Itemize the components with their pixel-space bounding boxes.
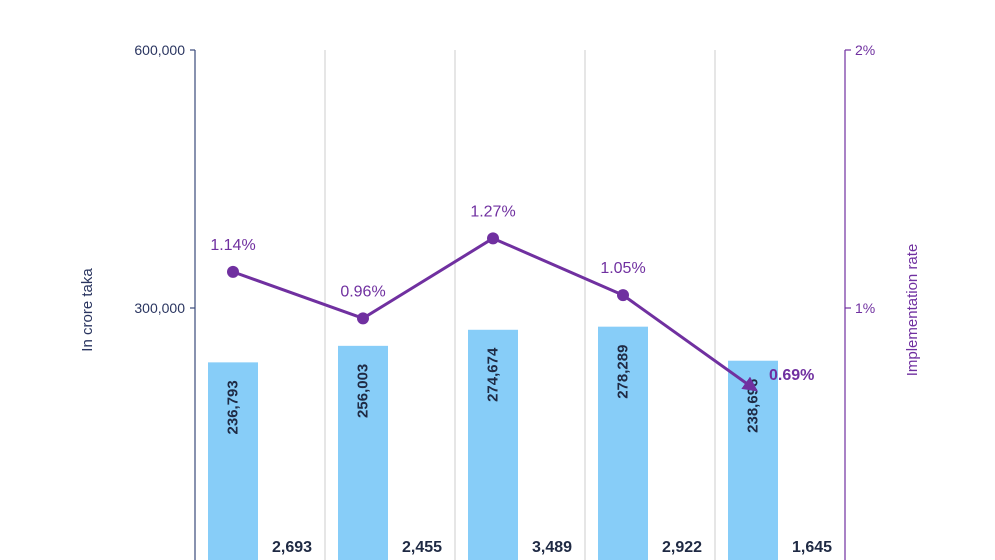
rate-point-label: 0.69%: [769, 367, 814, 384]
rate-line-segment: [232, 270, 364, 320]
expenditure-bar-label: 1,645: [792, 539, 832, 556]
left-tick-label: 600,000: [134, 42, 185, 58]
left-axis-title: In crore taka: [79, 268, 96, 352]
allocation-bar: [338, 345, 388, 560]
right-tick-label: 1%: [855, 300, 875, 316]
allocation-bar: [468, 329, 518, 560]
axes: 300,000 600,000 1% 2%: [134, 42, 875, 560]
allocation-bar-label: 278,289: [615, 345, 632, 399]
rate-line-series: 1.14% 0.96% 1.27% 1.05% 0.69%: [210, 203, 814, 392]
rate-point-label: 1.27%: [470, 203, 515, 220]
allocation-bar-label: 238,696: [745, 379, 762, 433]
right-tick-label: 2%: [855, 42, 875, 58]
rate-point: [227, 265, 239, 278]
expenditure-bar-label: 3,489: [532, 539, 572, 556]
rate-point: [617, 289, 629, 302]
allocation-bar: [208, 362, 258, 560]
rate-line-segment: [492, 236, 624, 297]
rate-point-label: 0.96%: [340, 283, 385, 300]
allocation-bar-label: 236,793: [225, 380, 242, 434]
allocation-bar-label: 256,003: [355, 364, 372, 418]
rate-line-segment: [622, 293, 758, 392]
allocation-bar-label: 274,674: [485, 347, 502, 402]
left-tick-label: 300,000: [134, 300, 185, 316]
expenditure-bar-label: 2,455: [402, 539, 442, 556]
allocation-bar: [598, 326, 648, 560]
bar-series: 236,793 2,693 256,003 2,455 274,674 3,489 278,…: [208, 326, 832, 560]
rate-line-segment: [362, 237, 494, 320]
rate-point-label: 1.05%: [600, 260, 645, 277]
expenditure-bar-label: 2,922: [662, 539, 702, 556]
rate-point: [357, 312, 369, 325]
expenditure-bar-label: 2,693: [272, 539, 312, 556]
allocation-bar: [728, 360, 778, 560]
rate-point-label: 1.14%: [210, 237, 255, 254]
rate-point: [487, 232, 499, 245]
right-axis-title: Implementation rate: [904, 244, 921, 377]
